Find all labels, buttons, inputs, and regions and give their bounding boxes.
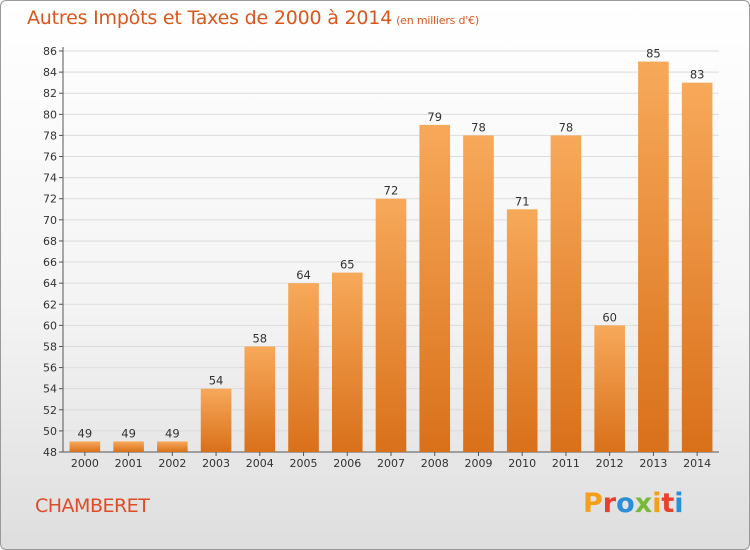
data-label-2010: 71 — [515, 194, 530, 208]
logo-letter: o — [616, 488, 635, 519]
data-label-2007: 72 — [384, 184, 399, 198]
data-label-2014: 83 — [690, 68, 705, 82]
commune-name: CHAMBERET — [35, 495, 150, 517]
proxiti-logo: Proxiti — [583, 488, 684, 519]
bar-2009 — [463, 135, 494, 452]
bar-2001 — [113, 441, 144, 452]
bar-2003 — [200, 388, 232, 452]
logo-letter: x — [634, 488, 653, 519]
data-label-2013: 85 — [646, 47, 661, 61]
x-tick-label-2014: 2014 — [683, 457, 711, 470]
bars — [69, 61, 713, 453]
x-tick-label-2013: 2013 — [639, 457, 667, 470]
data-labels: 49 49 49 54 58 64 65 72 79 78 71 78 60 85 83 — [78, 47, 705, 441]
y-tick-label: 58 — [43, 340, 57, 353]
data-label-2002: 49 — [165, 426, 180, 440]
bar-2008 — [419, 124, 451, 453]
logo-letter: i — [674, 488, 684, 519]
bar-2012 — [594, 325, 625, 452]
y-tick-label: 86 — [43, 45, 57, 58]
y-tick-label: 70 — [43, 214, 57, 227]
x-tick-label-2006: 2006 — [333, 457, 361, 470]
logo-letter: r — [602, 488, 617, 519]
chart-title-text: Autres Impôts et Taxes de 2000 à 2014 — [27, 7, 393, 29]
logo-letter: t — [661, 488, 675, 519]
y-tick-labels: 48 50 52 54 56 58 60 62 64 66 68 70 72 74 76 78 80 82 84 86 — [43, 45, 57, 459]
bar-2007 — [375, 198, 407, 452]
data-label-2003: 54 — [209, 374, 224, 388]
y-tick-label: 50 — [43, 425, 57, 438]
x-tick-label-2000: 2000 — [71, 457, 99, 470]
data-label-2009: 78 — [471, 120, 486, 134]
bar-2013 — [638, 61, 669, 452]
chart-unit: (en milliers d'€) — [396, 14, 479, 27]
x-tick-labels: 2000 2001 2002 2003 2004 2005 2006 2007 2008 2009… — [71, 457, 711, 470]
y-tick-label: 80 — [43, 108, 57, 121]
data-label-2000: 49 — [78, 426, 93, 440]
data-label-2001: 49 — [121, 426, 136, 440]
y-tick-label: 76 — [43, 151, 57, 164]
bar-2011 — [550, 135, 582, 452]
data-label-2006: 65 — [340, 258, 355, 272]
x-tick-label-2004: 2004 — [246, 457, 274, 470]
y-tick-label: 84 — [43, 66, 57, 79]
y-tick-label: 66 — [43, 256, 57, 269]
logo-letter: i — [652, 488, 662, 519]
data-label-2012: 60 — [602, 310, 617, 324]
data-label-2011: 78 — [559, 120, 574, 134]
x-tick-label-2012: 2012 — [596, 457, 624, 470]
y-tick-label: 52 — [43, 404, 57, 417]
x-tick-label-2009: 2009 — [464, 457, 492, 470]
y-tick-label: 68 — [43, 235, 57, 248]
bar-2004 — [244, 346, 276, 452]
chart-title: Autres Impôts et Taxes de 2000 à 2014 (en… — [27, 7, 479, 29]
x-tick-label-2003: 2003 — [202, 457, 230, 470]
logo-letter: P — [583, 488, 603, 519]
x-tick-label-2011: 2011 — [552, 457, 580, 470]
y-tick-label: 74 — [43, 172, 57, 185]
y-tick-label: 64 — [43, 277, 57, 290]
x-tick-label-2007: 2007 — [377, 457, 405, 470]
x-tick-label-2008: 2008 — [421, 457, 449, 470]
bar-2005 — [288, 283, 319, 452]
y-tick-label: 82 — [43, 87, 57, 100]
bar-2014 — [681, 82, 713, 452]
data-label-2008: 79 — [427, 110, 442, 124]
x-tick-label-2002: 2002 — [158, 457, 186, 470]
bar-2000 — [69, 441, 101, 452]
bar-2010 — [506, 209, 538, 452]
y-tick-label: 62 — [43, 298, 57, 311]
y-tick-label: 56 — [43, 362, 57, 375]
data-label-2005: 64 — [296, 268, 311, 282]
y-tick-label: 60 — [43, 319, 57, 332]
y-tick-label: 54 — [43, 383, 57, 396]
x-tick-label-2001: 2001 — [115, 457, 143, 470]
bar-2002 — [157, 441, 188, 452]
data-label-2004: 58 — [252, 331, 267, 345]
y-tick-label: 78 — [43, 129, 57, 142]
x-tick-label-2010: 2010 — [508, 457, 536, 470]
y-tick-label: 48 — [43, 446, 57, 459]
bar-2006 — [331, 272, 363, 452]
x-tick-label-2005: 2005 — [290, 457, 318, 470]
y-tick-label: 72 — [43, 193, 57, 206]
